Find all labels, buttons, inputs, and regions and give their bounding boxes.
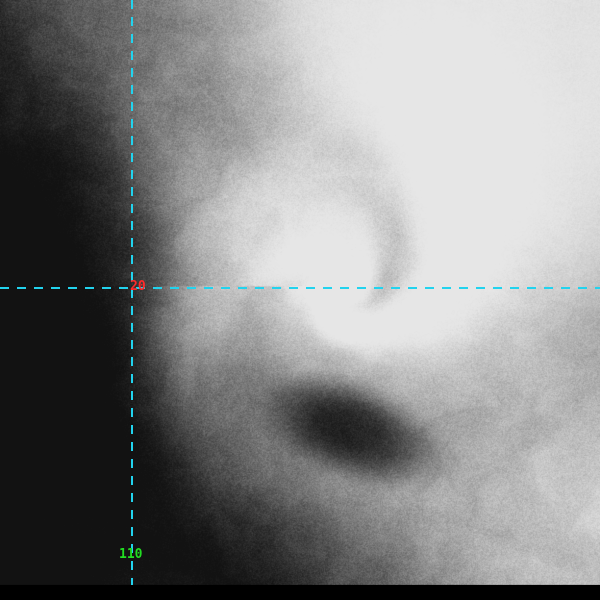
status-bar: 1 0001 G-15 IMG 1 27 NOV 15331 171500 07… [0, 585, 600, 600]
